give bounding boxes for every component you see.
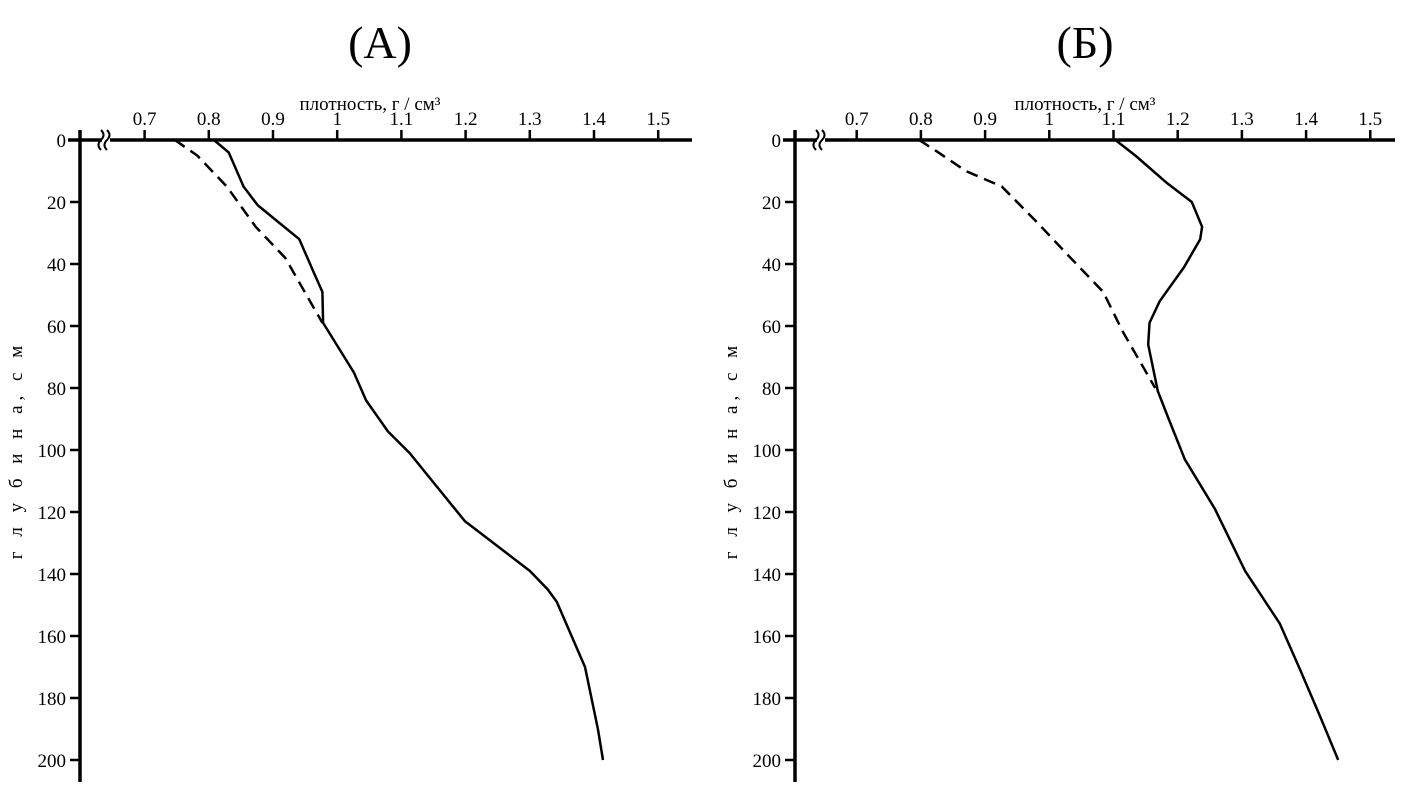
x-tick-label: 1.1	[1102, 109, 1126, 130]
x-tick-label: 1.5	[1358, 109, 1382, 130]
x-axis-label: плотность, г / см³	[1015, 94, 1156, 115]
x-tick-label: 1.3	[1230, 109, 1254, 130]
x-tick-label: 0.8	[197, 109, 221, 130]
x-tick-label: 1.4	[1294, 109, 1318, 130]
y-tick-label: 100	[38, 441, 67, 462]
y-tick-label: 0	[772, 131, 782, 152]
y-tick-label: 140	[38, 565, 67, 586]
y-tick-label: 40	[47, 255, 66, 276]
y-tick-label: 200	[38, 751, 67, 772]
axis-break-icon	[103, 129, 111, 151]
x-tick-label: 1	[1045, 109, 1055, 130]
x-tick-label: 0.7	[133, 109, 157, 130]
x-axis-label: плотность, г / см³	[300, 94, 441, 115]
x-tick-label: 0.9	[973, 109, 997, 130]
y-tick-label: 40	[762, 255, 781, 276]
y-axis-label: г л у б и н а, с м	[6, 341, 27, 559]
x-tick-label: 1.2	[454, 109, 478, 130]
series-line-dashed	[174, 138, 324, 324]
y-tick-label: 160	[38, 627, 67, 648]
y-tick-label: 120	[38, 503, 67, 524]
x-tick-label: 0.9	[261, 109, 285, 130]
y-tick-label: 140	[753, 565, 782, 586]
x-tick-label: 1.5	[646, 109, 670, 130]
panel-title: (Б)	[1056, 17, 1113, 68]
y-tick-label: 180	[753, 689, 782, 710]
series-line-solid	[1114, 139, 1340, 761]
y-tick-label: 80	[762, 379, 781, 400]
y-tick-label: 60	[762, 317, 781, 338]
y-tick-label: 160	[753, 627, 782, 648]
x-tick-label: 1	[332, 109, 342, 130]
y-tick-label: 120	[753, 503, 782, 524]
x-tick-label: 1.1	[390, 109, 414, 130]
y-tick-label: 20	[762, 193, 781, 214]
y-tick-label: 0	[57, 131, 67, 152]
x-tick-label: 0.8	[909, 109, 933, 130]
y-axis-label: г л у б и н а, с м	[721, 341, 742, 559]
y-tick-label: 80	[47, 379, 66, 400]
x-tick-label: 1.2	[1166, 109, 1190, 130]
series-line-solid	[213, 139, 605, 761]
x-tick-label: 0.7	[845, 109, 869, 130]
y-tick-label: 180	[38, 689, 67, 710]
y-tick-label: 60	[47, 317, 66, 338]
y-tick-label: 20	[47, 193, 66, 214]
series-line-dashed	[918, 138, 1157, 389]
y-tick-label: 100	[753, 441, 782, 462]
x-tick-label: 1.4	[582, 109, 606, 130]
panel-title: (А)	[348, 17, 412, 68]
axis-break-icon	[818, 129, 826, 151]
panel-b: (Б) плотность, г / см³ г л у б и н а, с м 0…	[721, 17, 1395, 782]
panel-a: (А) плотность, г / см³ г л у б и н а, с м 0…	[6, 17, 692, 782]
x-tick-label: 1.3	[518, 109, 542, 130]
axis-break-icon	[97, 129, 105, 151]
axis-break-icon	[812, 129, 820, 151]
y-tick-label: 200	[753, 751, 782, 772]
